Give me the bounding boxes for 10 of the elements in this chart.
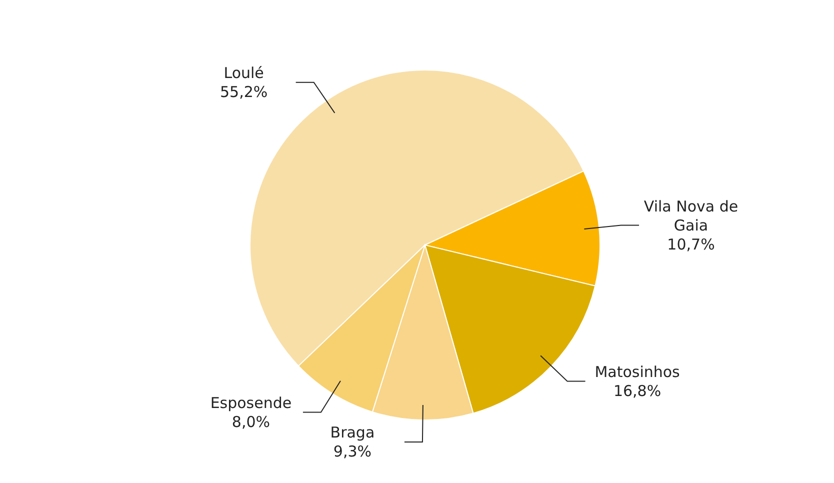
slice-label: Loulé [224,64,264,82]
slice-label: Vila Nova de Gaia [644,197,738,234]
data-label: 16,8% [613,382,662,400]
data-label: 8,0% [232,412,270,431]
data-label: 10,7% [667,235,715,254]
slice-label: Braga [330,423,375,442]
slice-label: Esposende [210,394,292,412]
data-label: 55,2% [220,82,268,101]
data-label: 9,3% [333,442,372,460]
slice-label: Matosinhos [594,362,680,381]
